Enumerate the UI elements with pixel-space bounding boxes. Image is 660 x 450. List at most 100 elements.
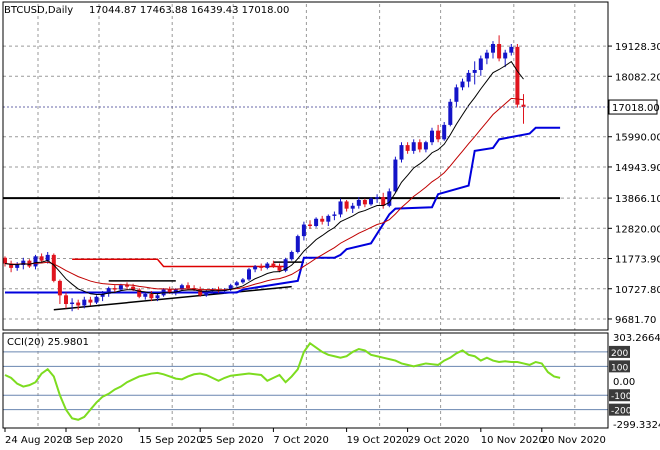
cci-level-label: -100 — [611, 392, 632, 402]
cci-level-box — [609, 389, 630, 402]
candle-body — [265, 263, 270, 268]
candle-body — [70, 302, 75, 304]
candle-body — [88, 299, 93, 303]
candle-body — [314, 218, 319, 226]
candle-body — [216, 289, 221, 291]
cci-title: CCI(20) 25.9801 — [7, 337, 89, 348]
candle-body — [466, 72, 471, 82]
candle-body — [167, 289, 172, 293]
candle-body — [106, 288, 111, 294]
candle-body — [247, 269, 251, 280]
candle-body — [173, 289, 178, 293]
cci-level-label: -200 — [611, 407, 632, 417]
candle-body — [484, 52, 489, 59]
candle-body — [82, 299, 87, 306]
candle-body — [338, 201, 343, 215]
candle-body — [442, 124, 447, 140]
candle-body — [228, 285, 233, 290]
cci-level-box — [609, 360, 630, 373]
candle-body — [118, 285, 123, 290]
panel-frames — [2, 1, 609, 429]
candle-body — [491, 44, 495, 53]
candle-body — [3, 257, 7, 264]
candle-body — [375, 197, 380, 199]
time-tick-label: 24 Aug 2020 — [5, 435, 69, 446]
candle-body — [454, 87, 459, 102]
stop-line — [5, 126, 561, 294]
cci-level-label: 200 — [611, 349, 628, 359]
last-price-box — [608, 99, 658, 115]
time-tick-label: 19 Oct 2020 — [347, 435, 409, 446]
candle-body — [369, 198, 373, 205]
candle-body — [405, 145, 410, 151]
last-price-label: 17018.00 — [612, 103, 660, 114]
candle-body — [393, 159, 398, 192]
time-tick-label: 25 Sep 2020 — [200, 435, 263, 446]
candle-body — [521, 104, 526, 108]
price-tick-label: 18082.20 — [615, 72, 660, 83]
candle-body — [515, 46, 520, 105]
main-panel-frame — [2, 1, 609, 331]
candle-body — [149, 293, 154, 299]
candle-body — [356, 200, 361, 206]
candle-body — [308, 224, 312, 226]
candle-body — [94, 296, 99, 303]
price-tick-label: 13866.10 — [615, 194, 660, 205]
candle-body — [259, 266, 264, 268]
candle-body — [137, 289, 142, 297]
candle-body — [204, 291, 209, 296]
candle-body — [497, 44, 502, 59]
main-grid — [3, 4, 608, 428]
candle-body — [112, 288, 117, 290]
time-tick-label: 20 Nov 2020 — [542, 435, 606, 446]
candle-body — [295, 236, 300, 252]
candle-body — [51, 254, 56, 281]
time-tick-label: 15 Sep 2020 — [139, 435, 202, 446]
candle-body — [253, 266, 258, 270]
candle-body — [332, 214, 337, 216]
time-tick-label: 29 Oct 2020 — [408, 435, 470, 446]
candle-body — [39, 256, 44, 261]
moving-averages — [4, 60, 524, 295]
ohlc-readout: 17044.87 17463.88 16439.43 17018.00 — [89, 5, 289, 16]
candle-body — [9, 263, 14, 268]
candle-body — [15, 265, 20, 268]
candle-body — [478, 58, 483, 70]
candle-body — [423, 142, 428, 150]
candle-body — [460, 81, 465, 88]
cci-panel: 303.2664 200 100 0.00 -100 -200 -299.3324 — [3, 333, 660, 431]
cci-level-box — [609, 345, 630, 358]
candle-body — [179, 285, 184, 290]
candle-body — [271, 263, 276, 267]
price-tick-label: 14943.90 — [615, 163, 660, 174]
candles — [3, 35, 526, 312]
candle-body — [33, 256, 38, 267]
ema-8-line — [4, 60, 524, 295]
price-axis: 19128.30 18082.20 15990.00 14943.90 13866.10… — [3, 42, 660, 326]
candle-body — [326, 215, 331, 222]
ema-20-line — [4, 97, 524, 291]
candle-body — [277, 266, 282, 271]
candle-body — [155, 295, 160, 299]
candle-body — [509, 46, 514, 53]
cci-line — [4, 341, 561, 421]
cci-level-label: 100 — [611, 363, 628, 373]
time-tick-label: 10 Nov 2020 — [481, 435, 545, 446]
price-tick-label: 11773.90 — [615, 255, 660, 266]
price-tick-label: 15990.00 — [615, 133, 660, 144]
candle-body — [100, 293, 105, 297]
price-tick-label: 12820.00 — [615, 224, 660, 235]
candle-body — [283, 259, 288, 271]
candle-body — [234, 282, 239, 286]
candle-body — [125, 285, 129, 287]
candle-body — [350, 205, 355, 209]
price-tick-label: 10727.80 — [615, 285, 660, 296]
trend-line — [53, 285, 292, 311]
cci-panel-frame — [2, 332, 609, 429]
time-tick-label: 3 Sep 2020 — [66, 435, 123, 446]
candle-body — [399, 145, 404, 160]
price-tick-label: 9681.70 — [615, 315, 656, 326]
candle-body — [387, 191, 392, 206]
candle-body — [186, 285, 190, 289]
